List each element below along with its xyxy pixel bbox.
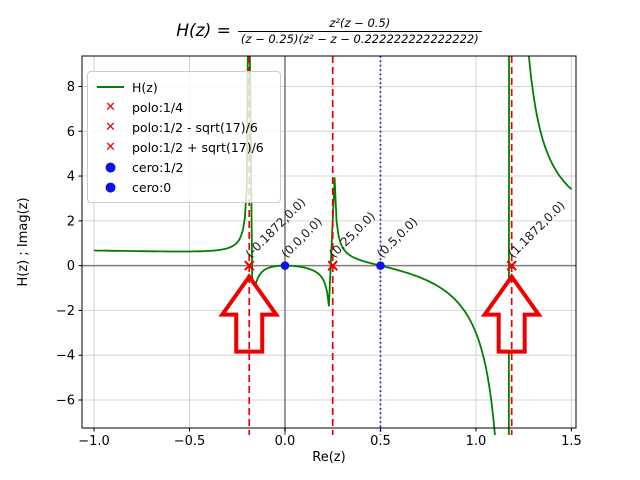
x-tick-label: −0.5 <box>174 434 206 449</box>
y-tick-label: −6 <box>56 394 75 409</box>
point-annotation: (-0.1872,0.0) <box>243 195 308 260</box>
y-tick-label: 8 <box>67 80 75 95</box>
x-tick-label: 0.5 <box>370 434 391 449</box>
legend-item-polo-plus-sqrt17: polo:1/2 + sqrt(17)/6 <box>97 139 271 155</box>
pole-zero-markers <box>244 260 517 271</box>
point-annotation: (0.25,0.0) <box>326 209 378 261</box>
y-tick-label: −2 <box>56 304 75 319</box>
title-numerator: z²(z − 0.5) <box>329 16 391 31</box>
x-tick-label: 1.0 <box>466 434 487 449</box>
y-tick-label: 6 <box>67 125 75 140</box>
axes-frame-and-ticks: −1.0 −0.5 0.0 0.5 1.0 1.5 8 6 4 2 0 −2 −4 −6 Re(z) H(z)… <box>16 55 582 465</box>
x-axis-label: Re(z) <box>312 450 345 465</box>
title-lhs: H(z) = <box>176 21 231 41</box>
dot-marker-icon <box>97 181 124 194</box>
x-tick-label: 0.0 <box>275 434 296 449</box>
title-denominator: (z − 0.25)(z² − z − 0.222222222222222) <box>237 30 482 46</box>
x-marker-icon <box>97 141 124 154</box>
y-tick-label: 0 <box>67 259 75 274</box>
y-tick-label: 4 <box>67 170 75 185</box>
legend-item-cero-1-2: cero:1/2 <box>97 159 271 175</box>
y-tick-label: 2 <box>67 214 75 229</box>
zero-dot-marker <box>280 261 290 270</box>
point-annotation: (1.1872,0.0) <box>505 198 567 260</box>
y-tick-label: −4 <box>56 349 75 364</box>
legend-item-hz: H(z) <box>97 79 271 95</box>
pole-x-marker <box>327 260 338 271</box>
dot-marker-icon <box>97 161 124 174</box>
point-annotations: (-0.1872,0.0)(0.0,0.0) (0.25,0.0)(0.5,0.0… <box>243 195 568 260</box>
zero-dot-marker <box>376 261 385 270</box>
legend: H(z) polo:1/4 polo:1/2 - sqrt(17)/6 polo… <box>87 71 281 203</box>
x-tick-label: −1.0 <box>78 434 110 449</box>
pole-x-marker <box>244 260 255 271</box>
zero-axis-lines <box>82 56 576 435</box>
axes-spines <box>81 55 577 429</box>
legend-item-polo-minus-sqrt17: polo:1/2 - sqrt(17)/6 <box>97 119 271 135</box>
legend-label: polo:1/2 + sqrt(17)/6 <box>132 139 264 155</box>
legend-label: cero:1/2 <box>132 159 184 175</box>
line-sample-icon <box>97 86 124 88</box>
legend-label: polo:1/4 <box>132 99 184 115</box>
x-marker-icon <box>97 121 124 134</box>
pole-x-marker <box>506 260 517 271</box>
legend-label: H(z) <box>132 79 158 95</box>
legend-item-polo-1-4: polo:1/4 <box>97 99 271 115</box>
legend-item-cero-0: cero:0 <box>97 179 271 195</box>
y-axis-label: H(z) ; Imag(z) <box>16 197 31 286</box>
x-tick-label: 1.5 <box>561 434 582 449</box>
pole-zero-vlines <box>248 56 513 435</box>
legend-label: polo:1/2 - sqrt(17)/6 <box>132 119 258 135</box>
hz-curve-path <box>94 56 573 435</box>
legend-label: cero:0 <box>132 179 172 195</box>
plot-title: H(z) = z²(z − 0.5) (z − 0.25)(z² − z − 0… <box>82 8 576 54</box>
x-marker-icon <box>97 101 124 114</box>
title-fraction: z²(z − 0.5) (z − 0.25)(z² − z − 0.222222… <box>237 16 482 46</box>
hz-curve <box>94 56 573 435</box>
